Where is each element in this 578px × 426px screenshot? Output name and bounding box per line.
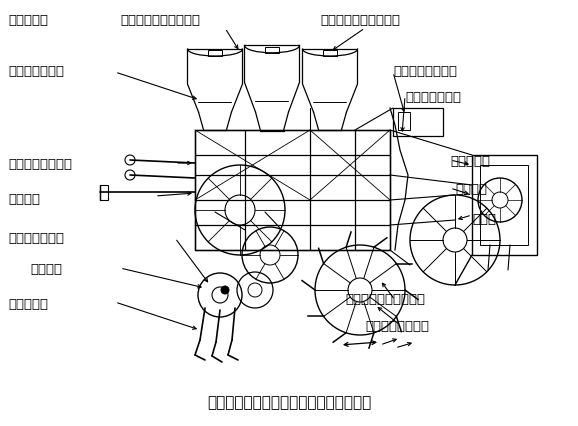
Text: ＰＴＯ軸: ＰＴＯ軸 [8,193,40,206]
Text: 肥料繰出用モータ: 肥料繰出用モータ [393,65,457,78]
Text: ［心土破砕部］: ［心土破砕部］ [8,232,64,245]
Bar [393,108,443,136]
Text: ３点リンク取付点: ３点リンク取付点 [8,158,72,171]
Bar [398,112,410,130]
Bar [480,165,528,245]
Bar [265,47,279,53]
Text: 心土破砕爪: 心土破砕爪 [8,298,48,311]
Text: ［播種部］: ［播種部］ [450,155,490,168]
Bar [195,130,390,250]
Text: 接地輪: 接地輪 [472,213,496,226]
Text: 表層施肥用肥料ホッパ: 表層施肥用肥料ホッパ [120,14,200,27]
Bar [323,50,337,56]
Text: 深層施肥用肥料ホッパ: 深層施肥用肥料ホッパ [320,14,400,27]
Text: 図１　二段施肥用心土破砕爪付ロータリ: 図１ 二段施肥用心土破砕爪付ロータリ [207,395,371,410]
Bar [472,155,537,255]
Circle shape [221,286,229,294]
Text: 表層施肥用導管: 表層施肥用導管 [8,65,64,78]
Text: 偏心カム: 偏心カム [30,263,62,276]
Bar [208,50,222,56]
Bar [100,185,108,200]
Text: 深層施肥用導管: 深層施肥用導管 [405,91,461,104]
Text: ［施肥部］: ［施肥部］ [8,14,48,27]
Text: ロータリ耕うん爪: ロータリ耕うん爪 [365,320,429,333]
Text: 播種装置: 播種装置 [455,183,487,196]
Text: ［ロータリ耕うん部］: ［ロータリ耕うん部］ [345,293,425,306]
